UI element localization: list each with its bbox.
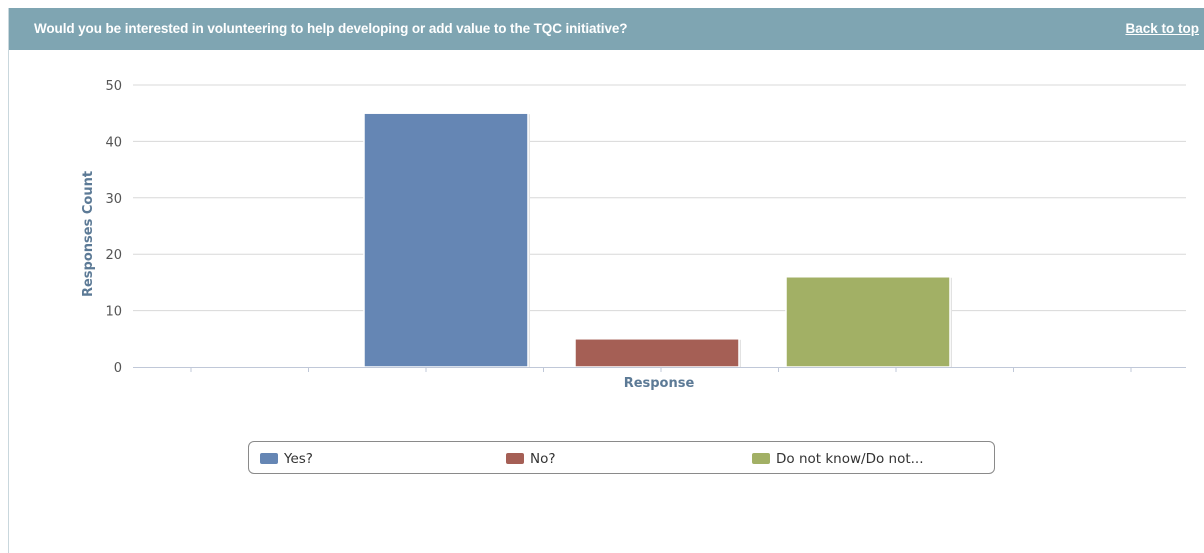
y-axis-title: Responses Count xyxy=(81,171,96,297)
bar-chart: 0 10 20 30 40 50 Responses Count Response xyxy=(81,79,1186,391)
back-to-top-link[interactable]: Back to top xyxy=(1125,21,1199,36)
bar-no xyxy=(574,338,740,368)
chart-panel: Would you be interested in volunteering … xyxy=(8,8,1204,553)
legend-swatch-do-not-know xyxy=(752,452,770,464)
x-axis xyxy=(133,367,1186,372)
question-title: Would you be interested in volunteering … xyxy=(34,21,628,36)
legend-item-do-not-know[interactable]: Do not know/Do not... xyxy=(752,451,924,467)
bars xyxy=(363,112,952,368)
y-tick-label: 50 xyxy=(105,79,122,94)
legend-label-do-not-know: Do not know/Do not... xyxy=(776,451,924,467)
y-tick-label: 40 xyxy=(105,135,122,150)
y-tick-label: 20 xyxy=(105,248,122,263)
bar-yes xyxy=(363,112,529,368)
legend-swatch-no xyxy=(506,452,524,464)
y-tick-label: 0 xyxy=(114,361,122,376)
y-tick-label: 10 xyxy=(105,305,122,320)
y-tick-label: 30 xyxy=(105,192,122,207)
x-axis-title: Response xyxy=(624,376,695,391)
bar-do-not-know xyxy=(785,276,951,368)
legend-item-no[interactable]: No? xyxy=(506,451,556,467)
legend-label-yes: Yes? xyxy=(284,451,313,467)
legend: Yes? No? Do not know/Do not... xyxy=(248,441,995,474)
legend-swatch-yes xyxy=(260,452,278,464)
y-axis-ticks: 0 10 20 30 40 50 xyxy=(105,79,122,376)
legend-label-no: No? xyxy=(530,451,556,467)
grid-lines xyxy=(133,84,1186,312)
panel-header: Would you be interested in volunteering … xyxy=(9,8,1204,50)
legend-item-yes[interactable]: Yes? xyxy=(260,451,313,467)
